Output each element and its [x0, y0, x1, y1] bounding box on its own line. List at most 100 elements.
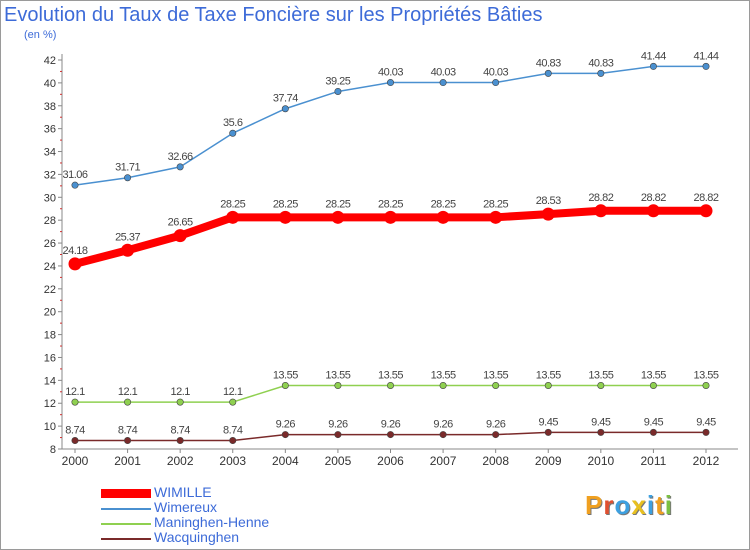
data-label-maninghen-henne: 13.55 [588, 370, 613, 382]
data-label-wimille: 28.25 [483, 198, 508, 210]
data-label-wacquinghen: 8.74 [223, 425, 243, 437]
data-label-wimereux: 40.83 [536, 57, 561, 69]
data-label-maninghen-henne: 13.55 [483, 370, 508, 382]
y-tick-label: 28 [44, 215, 56, 227]
data-point-wacquinghen [649, 428, 657, 436]
data-label-wacquinghen: 8.74 [170, 425, 190, 437]
data-point-wimille [646, 204, 660, 218]
data-point-wacquinghen [334, 431, 342, 439]
data-label-wimereux: 40.03 [378, 67, 403, 79]
data-label-wacquinghen: 9.45 [539, 416, 559, 428]
x-tick-label: 2011 [641, 454, 667, 468]
data-point-wimereux [439, 79, 447, 87]
y-tick-label: 18 [44, 330, 56, 342]
data-label-wimille: 28.53 [536, 195, 561, 207]
data-point-maninghen-henne [124, 398, 132, 406]
data-point-wacquinghen [492, 431, 500, 439]
data-point-wimille [541, 207, 555, 221]
data-point-wimereux [492, 79, 500, 87]
y-tick-label: 12 [44, 398, 56, 410]
y-tick-label: 20 [44, 307, 56, 319]
chart-subtitle: (en %) [24, 29, 57, 41]
data-label-wimille: 26.65 [168, 217, 193, 229]
data-label-maninghen-henne: 12.1 [170, 386, 190, 398]
y-tick-label: 40 [44, 78, 56, 90]
data-label-wimille: 28.25 [273, 198, 298, 210]
x-tick-label: 2007 [430, 454, 457, 468]
data-label-wimereux: 35.6 [223, 117, 243, 129]
data-point-wimereux [702, 62, 710, 70]
data-point-wimille [121, 243, 135, 257]
y-tick-label: 8 [50, 444, 56, 456]
data-label-wacquinghen: 9.26 [381, 419, 401, 431]
legend-label: Wimereux [154, 499, 218, 515]
y-tick-label: 36 [44, 124, 56, 136]
data-point-wimereux [229, 129, 237, 137]
data-label-maninghen-henne: 13.55 [273, 370, 298, 382]
y-tick-label: 22 [44, 284, 56, 296]
data-point-wacquinghen [176, 437, 184, 445]
data-point-maninghen-henne [386, 382, 394, 390]
data-point-wimereux [281, 105, 289, 113]
data-label-wacquinghen: 9.45 [644, 416, 664, 428]
data-point-wimille [699, 204, 713, 218]
data-label-wacquinghen: 9.26 [328, 419, 348, 431]
data-point-maninghen-henne [544, 382, 552, 390]
y-tick-label: 38 [44, 101, 56, 113]
data-point-wimereux [124, 174, 132, 182]
data-label-wimille: 25.37 [115, 231, 140, 243]
data-label-wimereux: 31.06 [62, 169, 87, 181]
y-tick-label: 24 [44, 261, 56, 273]
data-point-wimille [68, 257, 82, 271]
data-label-wacquinghen: 9.26 [486, 419, 506, 431]
data-label-wacquinghen: 9.26 [433, 419, 453, 431]
data-label-wimille: 28.25 [431, 198, 456, 210]
data-label-wimereux: 32.66 [168, 151, 193, 163]
y-tick-label: 26 [44, 238, 56, 250]
legend-swatch [101, 537, 151, 540]
data-label-maninghen-henne: 13.55 [378, 370, 403, 382]
data-label-wimille: 28.25 [220, 198, 245, 210]
data-label-wimereux: 41.44 [693, 50, 718, 62]
data-label-wimereux: 39.25 [325, 75, 350, 87]
data-point-wimille [384, 210, 397, 224]
data-label-wimereux: 37.74 [273, 93, 298, 105]
data-label-wimille: 28.82 [641, 192, 666, 204]
data-label-wimereux: 40.03 [431, 67, 456, 79]
y-tick-label: 30 [44, 192, 56, 204]
data-point-wimille [594, 204, 608, 218]
data-label-wacquinghen: 8.74 [65, 425, 85, 437]
data-label-wimille: 24.18 [62, 245, 87, 257]
data-point-maninghen-henne [229, 398, 237, 406]
data-label-wimereux: 41.44 [641, 50, 666, 62]
data-label-maninghen-henne: 12.1 [65, 386, 85, 398]
data-label-wacquinghen: 9.26 [276, 419, 296, 431]
data-label-wimereux: 31.71 [115, 162, 140, 174]
x-tick-label: 2009 [535, 454, 562, 468]
data-point-maninghen-henne [492, 382, 500, 390]
data-label-maninghen-henne: 13.55 [325, 370, 350, 382]
data-label-maninghen-henne: 13.55 [693, 370, 718, 382]
data-point-maninghen-henne [176, 398, 184, 406]
data-point-wacquinghen [702, 428, 710, 436]
x-tick-label: 2003 [219, 454, 246, 468]
data-point-wimille [489, 210, 503, 224]
x-tick-label: 2008 [482, 454, 509, 468]
data-label-maninghen-henne: 13.55 [431, 370, 456, 382]
data-point-wacquinghen [544, 428, 552, 436]
data-label-maninghen-henne: 13.55 [536, 370, 561, 382]
data-point-maninghen-henne [334, 382, 342, 390]
x-tick-label: 2006 [377, 454, 404, 468]
x-tick-label: 2000 [62, 454, 89, 468]
data-point-maninghen-henne [597, 382, 605, 390]
data-point-wacquinghen [597, 428, 605, 436]
data-label-wimereux: 40.03 [483, 67, 508, 79]
y-tick-label: 42 [44, 55, 56, 67]
data-label-maninghen-henne: 12.1 [223, 386, 243, 398]
data-point-maninghen-henne [439, 382, 447, 390]
data-point-wacquinghen [281, 431, 289, 439]
data-point-wimereux [544, 69, 552, 77]
data-label-wacquinghen: 9.45 [591, 416, 611, 428]
y-tick-label: 34 [44, 147, 56, 159]
y-tick-label: 10 [44, 421, 56, 433]
